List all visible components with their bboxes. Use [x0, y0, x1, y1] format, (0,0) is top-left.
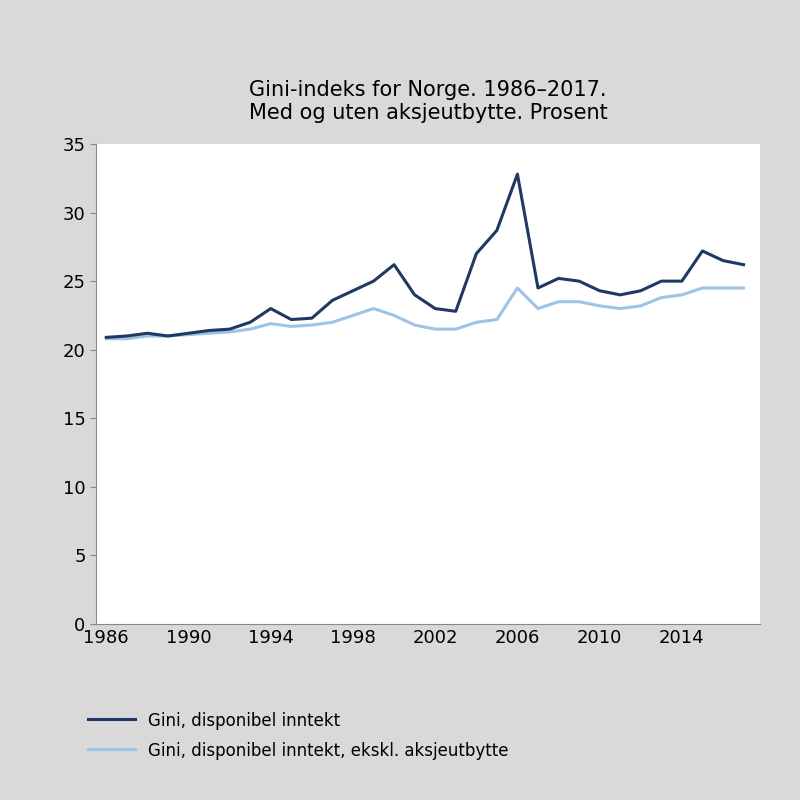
Gini, disponibel inntekt	[636, 286, 646, 295]
Gini, disponibel inntekt, ekskl. aksjeutbytte	[698, 283, 707, 293]
Gini, disponibel inntekt, ekskl. aksjeutbytte	[492, 314, 502, 324]
Gini, disponibel inntekt, ekskl. aksjeutbytte	[554, 297, 563, 306]
Gini, disponibel inntekt	[533, 283, 542, 293]
Gini, disponibel inntekt, ekskl. aksjeutbytte	[636, 301, 646, 310]
Gini, disponibel inntekt, ekskl. aksjeutbytte	[328, 318, 338, 327]
Gini, disponibel inntekt, ekskl. aksjeutbytte	[102, 334, 111, 343]
Gini, disponibel inntekt, ekskl. aksjeutbytte	[471, 318, 481, 327]
Gini, disponibel inntekt	[574, 276, 584, 286]
Gini, disponibel inntekt	[369, 276, 378, 286]
Gini, disponibel inntekt, ekskl. aksjeutbytte	[142, 331, 152, 341]
Gini, disponibel inntekt, ekskl. aksjeutbytte	[204, 329, 214, 338]
Gini, disponibel inntekt, ekskl. aksjeutbytte	[286, 322, 296, 331]
Gini, disponibel inntekt	[102, 333, 111, 342]
Gini, disponibel inntekt, ekskl. aksjeutbytte	[657, 293, 666, 302]
Gini, disponibel inntekt	[266, 304, 275, 314]
Gini, disponibel inntekt, ekskl. aksjeutbytte	[513, 283, 522, 293]
Gini, disponibel inntekt	[286, 314, 296, 324]
Gini, disponibel inntekt	[718, 256, 728, 266]
Gini, disponibel inntekt	[122, 331, 132, 341]
Gini, disponibel inntekt	[204, 326, 214, 335]
Gini, disponibel inntekt, ekskl. aksjeutbytte	[718, 283, 728, 293]
Gini, disponibel inntekt, ekskl. aksjeutbytte	[225, 327, 234, 337]
Gini, disponibel inntekt	[246, 318, 255, 327]
Gini, disponibel inntekt, ekskl. aksjeutbytte	[390, 310, 399, 320]
Gini, disponibel inntekt	[142, 329, 152, 338]
Gini, disponibel inntekt	[410, 290, 419, 300]
Gini, disponibel inntekt, ekskl. aksjeutbytte	[615, 304, 625, 314]
Gini, disponibel inntekt	[348, 286, 358, 295]
Gini, disponibel inntekt	[698, 246, 707, 256]
Gini, disponibel inntekt, ekskl. aksjeutbytte	[533, 304, 542, 314]
Line: Gini, disponibel inntekt: Gini, disponibel inntekt	[106, 174, 743, 338]
Gini, disponibel inntekt, ekskl. aksjeutbytte	[738, 283, 748, 293]
Title: Gini-indeks for Norge. 1986–2017.
Med og uten aksjeutbytte. Prosent: Gini-indeks for Norge. 1986–2017. Med og…	[249, 80, 607, 123]
Gini, disponibel inntekt	[307, 314, 317, 323]
Gini, disponibel inntekt	[738, 260, 748, 270]
Gini, disponibel inntekt, ekskl. aksjeutbytte	[677, 290, 686, 300]
Gini, disponibel inntekt	[513, 170, 522, 179]
Gini, disponibel inntekt, ekskl. aksjeutbytte	[348, 310, 358, 320]
Gini, disponibel inntekt	[677, 276, 686, 286]
Gini, disponibel inntekt	[225, 324, 234, 334]
Gini, disponibel inntekt	[657, 276, 666, 286]
Gini, disponibel inntekt, ekskl. aksjeutbytte	[163, 331, 173, 341]
Gini, disponibel inntekt, ekskl. aksjeutbytte	[369, 304, 378, 314]
Gini, disponibel inntekt, ekskl. aksjeutbytte	[430, 324, 440, 334]
Gini, disponibel inntekt, ekskl. aksjeutbytte	[451, 324, 461, 334]
Gini, disponibel inntekt	[430, 304, 440, 314]
Gini, disponibel inntekt, ekskl. aksjeutbytte	[246, 324, 255, 334]
Gini, disponibel inntekt, ekskl. aksjeutbytte	[184, 330, 194, 339]
Gini, disponibel inntekt	[390, 260, 399, 270]
Gini, disponibel inntekt, ekskl. aksjeutbytte	[307, 320, 317, 330]
Gini, disponibel inntekt	[451, 306, 461, 316]
Gini, disponibel inntekt, ekskl. aksjeutbytte	[574, 297, 584, 306]
Gini, disponibel inntekt	[471, 249, 481, 258]
Gini, disponibel inntekt, ekskl. aksjeutbytte	[122, 334, 132, 343]
Gini, disponibel inntekt, ekskl. aksjeutbytte	[595, 301, 605, 310]
Gini, disponibel inntekt	[554, 274, 563, 283]
Gini, disponibel inntekt	[595, 286, 605, 295]
Gini, disponibel inntekt	[328, 295, 338, 305]
Gini, disponibel inntekt, ekskl. aksjeutbytte	[266, 319, 275, 329]
Gini, disponibel inntekt	[184, 329, 194, 338]
Line: Gini, disponibel inntekt, ekskl. aksjeutbytte: Gini, disponibel inntekt, ekskl. aksjeut…	[106, 288, 743, 338]
Gini, disponibel inntekt	[492, 226, 502, 235]
Legend: Gini, disponibel inntekt, Gini, disponibel inntekt, ekskl. aksjeutbytte: Gini, disponibel inntekt, Gini, disponib…	[88, 712, 509, 760]
Gini, disponibel inntekt	[615, 290, 625, 300]
Gini, disponibel inntekt, ekskl. aksjeutbytte	[410, 320, 419, 330]
Gini, disponibel inntekt	[163, 331, 173, 341]
